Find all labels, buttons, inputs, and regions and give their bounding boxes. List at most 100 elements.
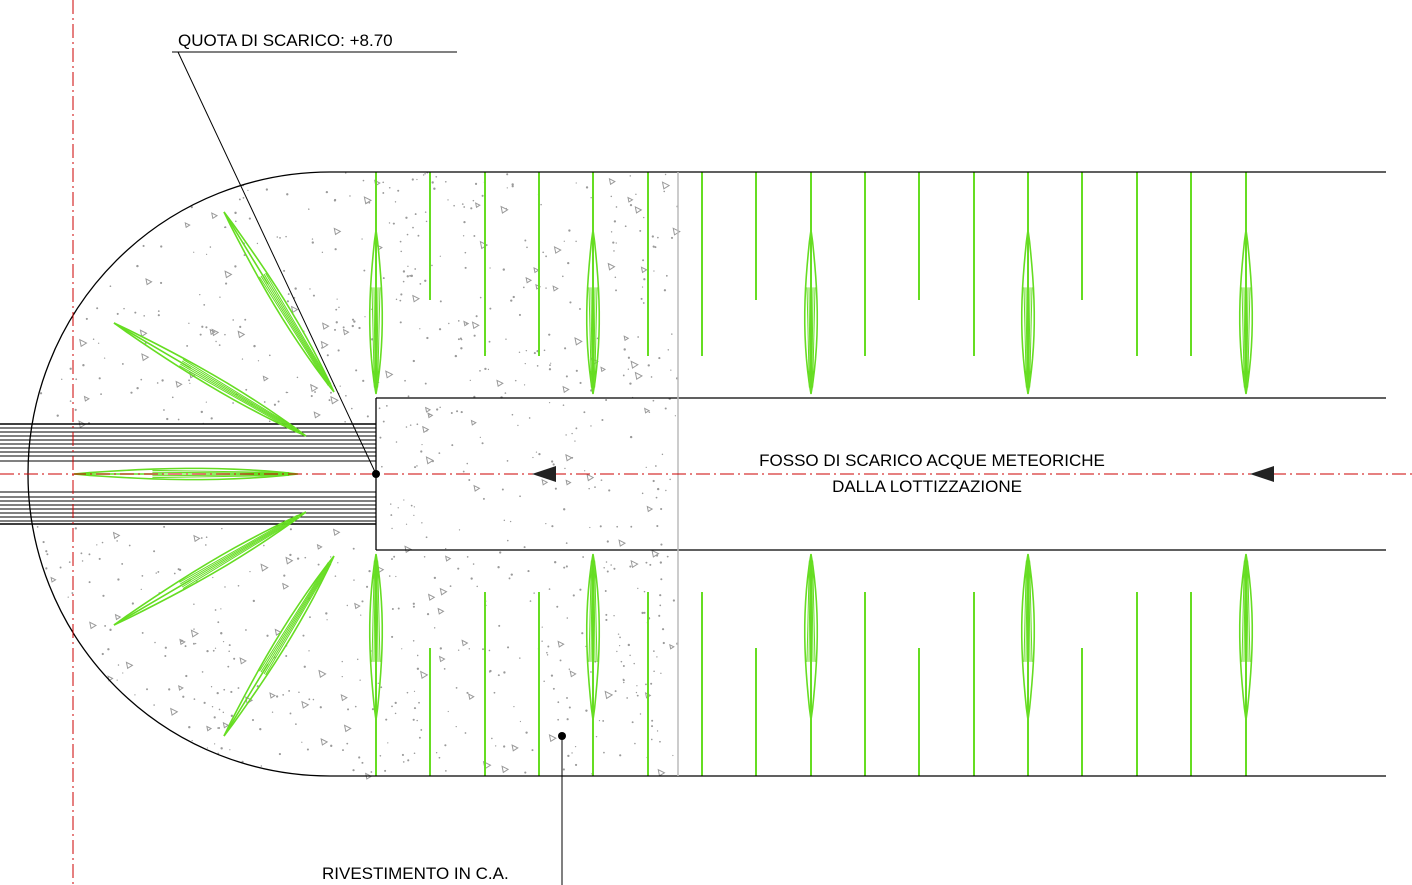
speckle: [81, 560, 84, 562]
speckle: [206, 725, 213, 732]
speckle: [311, 241, 314, 244]
speckle: [313, 411, 321, 419]
speckle: [104, 624, 107, 627]
leaf-bottom-vein: [1028, 560, 1031, 662]
speckle: [511, 183, 514, 186]
speckle: [122, 672, 124, 674]
speckle: [661, 628, 665, 631]
speckle: [660, 543, 663, 546]
speckle: [252, 599, 255, 603]
speckle: [249, 570, 251, 573]
speckle: [271, 711, 274, 713]
speckle: [575, 369, 578, 372]
speckle: [232, 402, 234, 404]
speckle: [387, 742, 389, 744]
speckle: [627, 643, 630, 647]
speckle: [525, 731, 528, 734]
speckle: [466, 556, 469, 558]
speckle: [473, 334, 476, 337]
speckle: [329, 391, 332, 394]
speckle: [145, 278, 153, 286]
speckle: [382, 192, 385, 194]
leaf-radial-vein: [265, 272, 332, 385]
speckle: [420, 729, 423, 731]
speckle: [670, 369, 672, 371]
speckle: [121, 363, 124, 365]
speckle: [285, 556, 294, 565]
speckle: [224, 333, 226, 336]
speckle: [493, 691, 496, 694]
speckle: [301, 700, 310, 709]
speckle: [615, 289, 617, 292]
speckle: [565, 453, 573, 462]
speckle: [640, 266, 648, 274]
speckle: [470, 207, 473, 210]
speckle: [239, 657, 247, 665]
speckle: [282, 582, 290, 590]
speckle: [388, 575, 391, 577]
speckle: [567, 754, 570, 758]
speckle: [402, 280, 405, 283]
speckle: [410, 274, 413, 278]
speckle: [549, 364, 551, 367]
speckle: [462, 235, 465, 237]
speckle: [204, 544, 207, 546]
speckle: [170, 707, 179, 716]
speckle: [652, 479, 655, 483]
leaf-radial-vein: [152, 474, 290, 477]
speckle: [421, 443, 423, 446]
speckle: [426, 613, 430, 616]
speckle: [466, 462, 469, 465]
speckle: [136, 264, 139, 268]
speckle: [541, 626, 543, 628]
speckle: [225, 282, 228, 285]
speckle: [566, 617, 569, 619]
speckle: [476, 585, 478, 588]
speckle: [506, 187, 508, 189]
speckle: [285, 235, 287, 238]
speckle: [563, 240, 565, 242]
speckle: [603, 751, 605, 754]
speckle: [629, 565, 632, 568]
speckle: [286, 300, 290, 303]
speckle: [484, 367, 487, 371]
speckle: [385, 370, 394, 379]
speckle: [101, 541, 104, 544]
speckle: [610, 195, 613, 198]
speckle: [405, 216, 408, 219]
speckle: [337, 562, 339, 564]
speckle: [370, 771, 373, 773]
speckle: [235, 220, 237, 223]
speckle: [620, 660, 623, 663]
speckle: [640, 297, 643, 300]
speckle: [508, 577, 511, 580]
speckle: [180, 639, 184, 643]
speckle: [518, 313, 521, 316]
speckle: [413, 690, 416, 692]
speckle: [654, 465, 657, 467]
speckle: [643, 611, 646, 614]
speckle: [400, 293, 403, 296]
speckle: [639, 713, 642, 715]
speckle: [380, 686, 383, 689]
speckle: [131, 602, 134, 605]
speckle: [610, 231, 613, 233]
speckle: [528, 417, 531, 419]
speckle: [598, 720, 601, 722]
speckle: [470, 577, 473, 580]
speckle: [672, 227, 681, 236]
leaf-bottom-vein: [377, 560, 381, 662]
leaf-radial-vein: [259, 562, 329, 672]
speckle: [481, 194, 484, 197]
speckle: [371, 708, 374, 711]
speckle: [229, 749, 231, 751]
speckle: [600, 479, 603, 481]
speckle: [395, 441, 398, 443]
speckle: [444, 744, 447, 747]
speckle: [412, 294, 421, 303]
speckle: [564, 467, 566, 470]
speckle: [608, 489, 611, 492]
speckle: [497, 674, 500, 677]
speckle: [455, 687, 458, 689]
